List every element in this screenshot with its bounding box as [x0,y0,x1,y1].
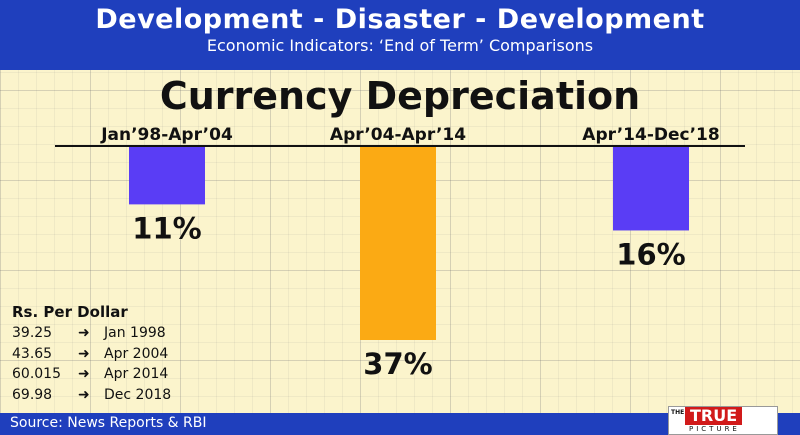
arrow-right-icon: ➜ [78,366,90,383]
logo-the: THE [671,409,685,416]
source-text: Source: News Reports & RBI [10,415,207,431]
rate-date: Dec 2018 [104,386,172,403]
logo-true: TRUE [685,407,743,425]
arrow-right-icon: ➜ [78,345,90,362]
arrow-right-icon: ➜ [78,325,90,342]
rate-value: 60.015 [12,366,61,383]
page-title: Development - Disaster - Development [95,4,705,35]
rates-panel: Rs. Per Dollar 39.25 ➜ Jan 1998 43.65 ➜ … [12,303,171,405]
depreciation-bar [613,147,689,231]
arrow-right-icon: ➜ [78,386,90,403]
rate-date: Jan 1998 [104,325,166,342]
rate-date: Apr 2004 [104,345,169,362]
the-true-picture-logo: THE TRUE PICTURE [668,406,778,435]
header-banner: Development - Disaster - Development Eco… [0,0,800,70]
footer-bar: Source: News Reports & RBI [0,413,800,435]
rate-row: 43.65 ➜ Apr 2004 [12,344,171,365]
data-label: 16% [616,237,685,271]
rate-row: 39.25 ➜ Jan 1998 [12,323,171,344]
rate-date: Apr 2014 [104,366,169,383]
depreciation-bar [129,147,205,205]
depreciation-bar [360,147,436,340]
rate-row: 69.98 ➜ Dec 2018 [12,385,171,406]
data-label: 11% [132,211,201,245]
category-label: Apr’04-Apr’14 [330,125,466,145]
rate-value: 43.65 [12,345,53,362]
logo-picture: PICTURE [689,425,740,433]
chart-title: Currency Depreciation [159,74,641,118]
category-label: Apr’14-Dec’18 [582,125,719,145]
rates-header: Rs. Per Dollar [12,303,128,321]
data-label: 37% [363,347,432,381]
rate-value: 39.25 [12,325,53,342]
rate-row: 60.015 ➜ Apr 2014 [12,364,171,385]
rate-value: 69.98 [12,386,53,403]
category-label: Jan’98-Apr’04 [100,125,233,145]
page-subtitle: Economic Indicators: ‘End of Term’ Compa… [206,36,594,55]
